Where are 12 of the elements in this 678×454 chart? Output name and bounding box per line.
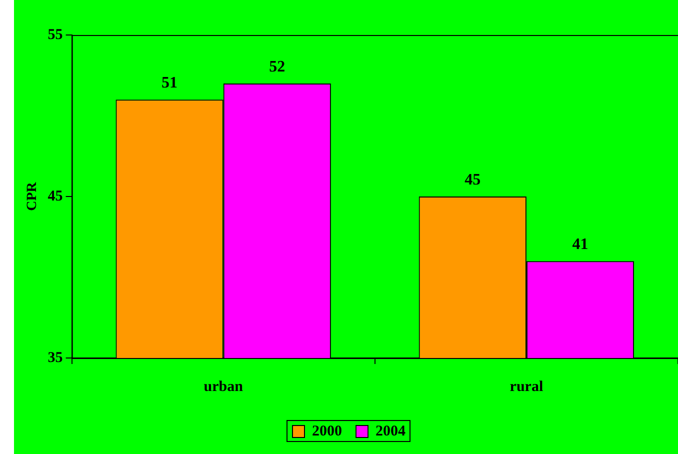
data-label: 41 — [572, 236, 588, 254]
y-tick-label: 45 — [48, 188, 63, 204]
y-tick-label: 35 — [48, 350, 63, 366]
legend-label: 2004 — [376, 423, 406, 440]
data-label: 45 — [464, 172, 481, 189]
x-tick-label: rural — [510, 378, 544, 395]
data-label: 51 — [162, 74, 178, 92]
y-tick-label: 55 — [48, 26, 63, 43]
x-tick-label: urban — [204, 378, 244, 395]
data-label: 52 — [269, 58, 286, 76]
y-axis-title: CPR — [25, 181, 40, 211]
legend-label: 2000 — [312, 423, 342, 440]
